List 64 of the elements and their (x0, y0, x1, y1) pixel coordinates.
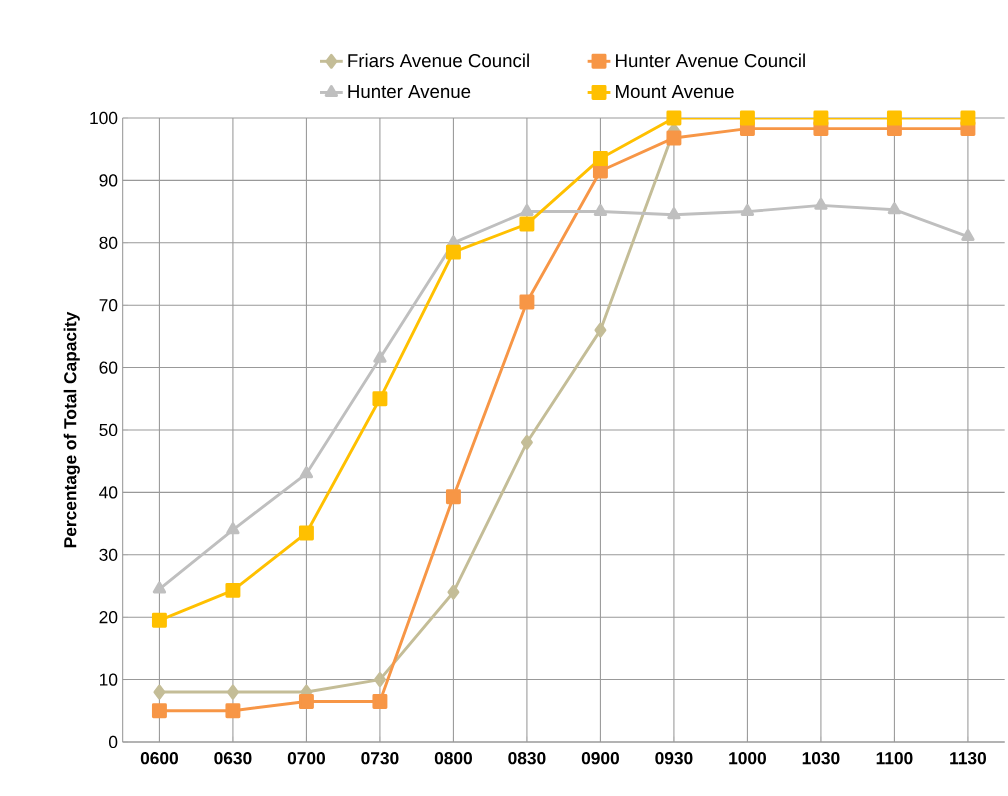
point (299, 466, 314, 479)
y-tick-label: 20 (99, 611, 118, 624)
x-tick-label: 0630 (214, 752, 252, 765)
point (372, 391, 388, 407)
point (667, 207, 681, 220)
point (226, 522, 240, 535)
y-tick-label: 50 (99, 423, 118, 437)
point (886, 110, 902, 126)
x-tick-label: 0900 (581, 752, 619, 765)
point (226, 684, 239, 700)
x-tick-label: 1000 (729, 752, 766, 765)
y-axis-title: Percentage of Total Capacity (63, 311, 80, 548)
point (153, 684, 166, 700)
point (152, 581, 167, 594)
point (594, 322, 607, 338)
x-tick-label: 0600 (140, 752, 178, 765)
point (813, 110, 829, 126)
x-tick-label: 1030 (802, 752, 840, 765)
y-tick-label: 10 (100, 673, 118, 686)
point (298, 525, 314, 541)
point (960, 110, 976, 126)
point (225, 582, 241, 598)
y-tick-label: 40 (99, 486, 118, 499)
point (593, 204, 608, 217)
point (151, 612, 167, 628)
point (666, 110, 682, 126)
x-tick-label: 0800 (434, 752, 472, 765)
x-tick-label: 1100 (876, 752, 913, 765)
x-tick-label: 1130 (950, 752, 986, 765)
y-tick-label: 80 (99, 236, 118, 249)
y-tick-label: 70 (99, 299, 118, 312)
x-tick-label: 0700 (287, 752, 325, 765)
point (445, 244, 461, 260)
point (151, 703, 167, 719)
point (961, 229, 975, 242)
y-tick-label: 100 (90, 111, 118, 125)
point (519, 216, 535, 232)
x-tick-label: 0930 (655, 752, 693, 765)
legend-label: Hunter Avenue Council (616, 53, 805, 68)
y-tick-label: 30 (99, 548, 118, 561)
point (520, 204, 534, 217)
point (372, 693, 388, 709)
x-tick-label: 0730 (361, 752, 399, 765)
legend-label: Hunter Avenue (348, 85, 471, 99)
point (592, 151, 608, 167)
point (519, 294, 535, 310)
point (814, 197, 828, 210)
point (887, 202, 902, 215)
x-tick-label: 0830 (508, 752, 546, 765)
point (447, 584, 460, 600)
point (740, 204, 755, 217)
y-tick-label: 60 (99, 361, 118, 374)
point (666, 130, 682, 146)
point (298, 693, 314, 709)
y-tick-label: 0 (108, 735, 118, 749)
point (739, 110, 755, 126)
point (520, 435, 533, 450)
legend-label: Friars Avenue Council (348, 53, 529, 68)
point (373, 672, 386, 688)
point (225, 703, 241, 719)
legend-label: Mount Avenue (616, 85, 734, 99)
point (445, 489, 461, 505)
y-tick-label: 90 (99, 174, 118, 187)
point (373, 350, 387, 363)
